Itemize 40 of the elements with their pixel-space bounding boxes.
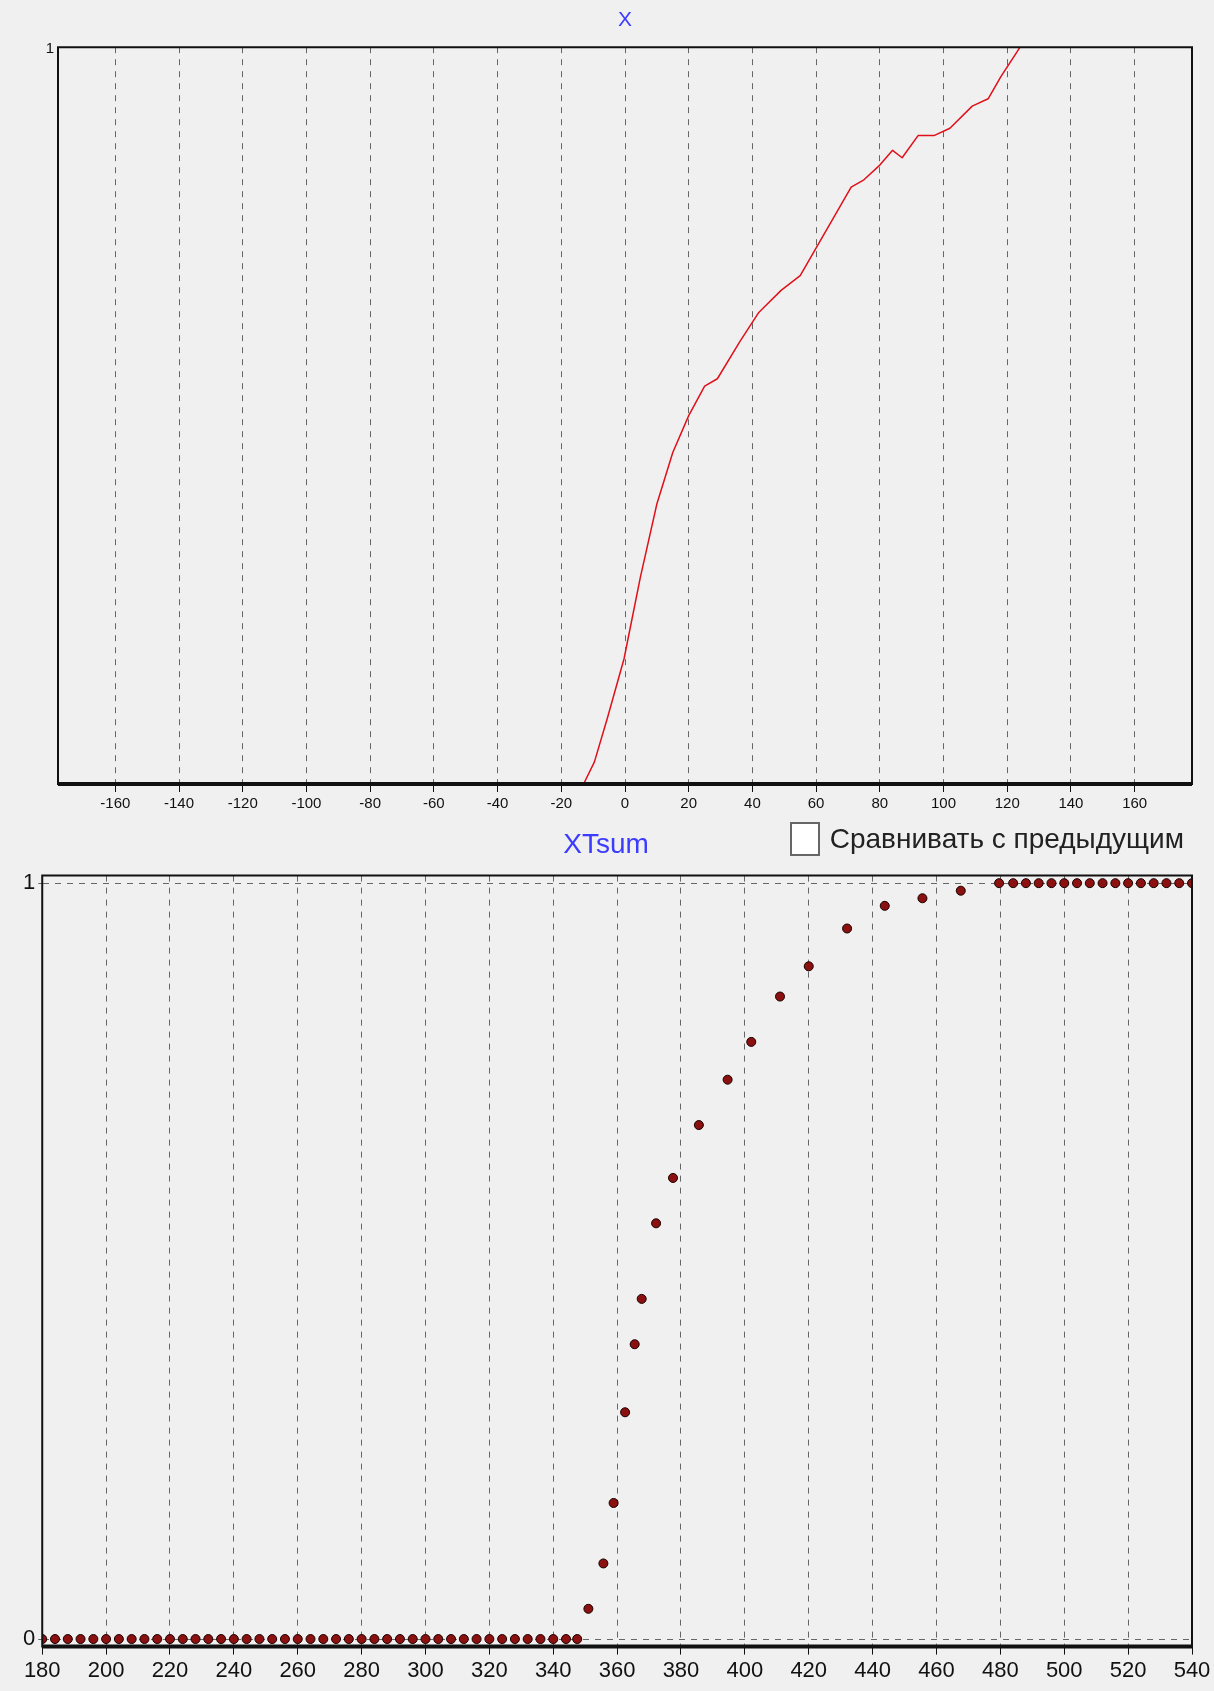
x-tick-label: 420 xyxy=(790,1656,828,1682)
x-tick-label: -20 xyxy=(550,794,573,812)
x-tick-label: -40 xyxy=(486,794,509,812)
x-tick-label: 240 xyxy=(215,1656,253,1682)
x-tick-label: 80 xyxy=(871,794,889,812)
x-tick-label: -60 xyxy=(423,794,445,812)
x-tick-label: 20 xyxy=(680,794,698,812)
x-tick-label: 400 xyxy=(726,1656,764,1682)
x-tick-label: -80 xyxy=(359,794,382,812)
x-tick-label: -140 xyxy=(164,794,195,812)
x-tick-label: -120 xyxy=(227,794,258,812)
x-tick-label: 320 xyxy=(471,1656,508,1682)
x-tick-label: 120 xyxy=(994,794,1020,812)
text: 1 xyxy=(45,39,54,57)
x-tick-label: -160 xyxy=(100,794,131,812)
chart-title: X xyxy=(617,7,633,31)
x-tick-label: 540 xyxy=(1173,1656,1211,1682)
x-tick-label: 220 xyxy=(151,1656,189,1682)
chart-title: XTsum xyxy=(563,827,649,859)
x-tick-label: 60 xyxy=(807,794,825,812)
x-tick-label: 460 xyxy=(918,1656,955,1682)
x-tick-label: 200 xyxy=(87,1656,125,1682)
x-tick-label: 280 xyxy=(343,1656,380,1682)
x-tick-label: -100 xyxy=(291,794,322,812)
text: Сравнивать с предыдущим xyxy=(829,823,1184,855)
x-tick-label: 0 xyxy=(620,794,630,812)
x-tick-label: 340 xyxy=(534,1656,572,1682)
x-tick-label: 40 xyxy=(744,794,761,812)
x-tick-label: 140 xyxy=(1058,794,1084,812)
x-tick-label: 360 xyxy=(598,1656,636,1682)
x-tick-label: 380 xyxy=(662,1656,700,1682)
x-tick-label: 160 xyxy=(1122,794,1148,812)
x-tick-label: 440 xyxy=(854,1656,891,1682)
x-tick-label: 100 xyxy=(931,794,957,812)
x-tick-label: 480 xyxy=(982,1656,1019,1682)
x-tick-label: 300 xyxy=(407,1656,444,1682)
x-tick-label: 180 xyxy=(23,1656,61,1682)
x-tick-label: 520 xyxy=(1109,1656,1147,1682)
x-tick-label: 500 xyxy=(1045,1656,1083,1682)
x-tick-label: 260 xyxy=(279,1656,317,1682)
